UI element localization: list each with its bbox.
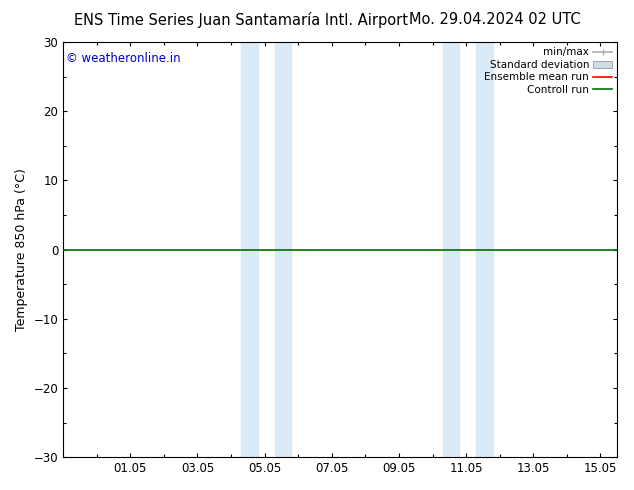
Bar	[275, 42, 292, 457]
Legend: min/max, Standard deviation, Ensemble mean run, Controll run: min/max, Standard deviation, Ensemble me…	[482, 45, 614, 97]
Y-axis label: Temperature 850 hPa (°C): Temperature 850 hPa (°C)	[15, 168, 28, 331]
Bar	[443, 42, 460, 457]
Text: ENS Time Series Juan Santamaría Intl. Airport: ENS Time Series Juan Santamaría Intl. Ai…	[74, 12, 408, 28]
Text: © weatheronline.in: © weatheronline.in	[66, 52, 181, 66]
Text: Mo. 29.04.2024 02 UTC: Mo. 29.04.2024 02 UTC	[409, 12, 580, 27]
Bar	[241, 42, 258, 457]
Bar	[476, 42, 493, 457]
